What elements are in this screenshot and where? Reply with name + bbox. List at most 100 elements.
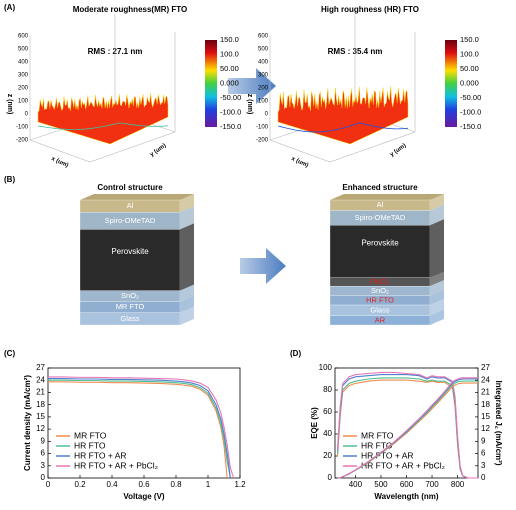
colorbar-tick-label: 100.0: [220, 49, 239, 58]
panel-label: (B): [4, 175, 15, 184]
y-axis-label: y (um): [389, 143, 407, 158]
x-tick-label: 800: [451, 480, 465, 489]
layer-label: Al: [377, 200, 384, 209]
layer-side: [430, 219, 444, 278]
series-line: [48, 378, 231, 479]
y-axis-label: Current density (mA/cm²): [23, 375, 32, 471]
x-tick-label: 1.2: [234, 480, 246, 489]
z-tick-label: 100: [258, 99, 269, 105]
x-tick-label: 0.2: [74, 480, 86, 489]
legend-label: HR FTO + AR + PbCl₂: [361, 460, 445, 470]
panel-title: High roughness (HR) FTO: [321, 5, 419, 14]
z-tick-label: 500: [18, 47, 29, 53]
layer-label: PbCl₂: [370, 277, 389, 286]
z-tick-label: 0: [265, 112, 269, 118]
layer-side: [430, 271, 444, 287]
y-axis-label: EQE (%): [310, 407, 319, 439]
z-tick-label: 600: [18, 34, 29, 40]
y-tick-label: 60: [323, 407, 332, 416]
z-axis-label: z (nm): [6, 94, 13, 115]
layer-side: [180, 206, 194, 230]
y-tick-label: 80: [323, 385, 332, 394]
z-tick-label: 100: [18, 99, 29, 105]
y2-tick-label: 21: [481, 388, 490, 397]
legend-label: MR FTO: [361, 430, 394, 440]
layer-label: Perovskite: [361, 239, 399, 248]
series-line: [337, 371, 478, 479]
layer-label: Spiro-OMeTAD: [105, 216, 156, 225]
panel-label: (A): [4, 3, 15, 12]
y-tick-label: 20: [323, 451, 332, 460]
y2-tick-label: 12: [481, 424, 490, 433]
y-tick-label: 9: [41, 436, 46, 445]
layer-side: [180, 194, 194, 213]
layer-side: [430, 204, 444, 226]
layer-side: [430, 280, 444, 296]
z-tick-label: 300: [18, 73, 29, 79]
x-tick-label: 500: [374, 480, 388, 489]
z-tick-label: 500: [258, 47, 269, 53]
layer-side: [430, 309, 444, 325]
surface: [277, 86, 409, 145]
z-tick-label: -200: [16, 138, 29, 144]
layer: [79, 229, 181, 291]
layer-label: Spiro-OMeTAD: [355, 213, 406, 222]
y2-tick-label: 27: [481, 363, 490, 372]
x-tick-label: 700: [425, 480, 439, 489]
y2-tick-label: 9: [481, 436, 486, 445]
stack-top: [80, 194, 194, 200]
x-tick-label: 600: [400, 480, 414, 489]
colorbar-tick-label: 50.00: [460, 64, 479, 73]
y-tick-label: 27: [36, 363, 45, 372]
layer-side: [180, 284, 194, 302]
series-line: [48, 376, 235, 479]
surface-edge: [37, 122, 169, 130]
z-axis-label: z (nm): [246, 94, 253, 115]
colorbar-tick-label: 100.0: [460, 49, 479, 58]
z-tick-label: -200: [256, 138, 269, 144]
y-axis-label: y (um): [149, 143, 167, 158]
surface-edge: [277, 122, 409, 133]
colorbar-tick-label: 150.0: [220, 35, 239, 44]
z-tick-label: 200: [258, 86, 269, 92]
x-tick-label: 1: [206, 480, 211, 489]
z-tick-label: -100: [256, 125, 269, 131]
layer-side: [180, 223, 194, 291]
layer-label: SnO₂: [371, 286, 389, 295]
x-axis-label: x (um): [290, 156, 309, 169]
x-tick-label: 0.4: [106, 480, 118, 489]
series-line: [48, 381, 228, 479]
layer-side: [430, 289, 444, 306]
colorbar-tick-label: 50.00: [220, 64, 239, 73]
z-tick-label: 400: [258, 60, 269, 66]
panel-title: Moderate roughness(MR) FTO: [73, 5, 188, 14]
layer-label: Glass: [370, 305, 389, 314]
series-line: [337, 377, 478, 479]
y-tick-label: 0: [41, 473, 46, 482]
z-tick-label: 600: [258, 34, 269, 40]
layer-label: MR FTO: [116, 302, 145, 311]
x-axis-label: x (um): [50, 156, 69, 169]
arrow: [228, 68, 276, 104]
series-line: [48, 379, 231, 479]
colorbar-tick-label: 0.000: [220, 78, 239, 87]
x-tick-label: 0.6: [138, 480, 150, 489]
z-tick-label: 300: [258, 73, 269, 79]
y-tick-label: 12: [36, 424, 45, 433]
layer-side: [180, 295, 194, 313]
layer-side: [180, 306, 194, 325]
colorbar: [445, 40, 457, 127]
charts: (C) 0 0.2 0.4 0.6 0.8 1 1.2 0 3 6 9 12 15 18 21 24 27 Volt…: [4, 349, 503, 501]
panel-label: (C): [4, 349, 15, 358]
panel-label: (D): [290, 349, 301, 358]
y-tick-label: 6: [41, 449, 46, 458]
y-tick-label: 18: [36, 400, 45, 409]
legend-label: HR FTO + AR + PbCl₂: [74, 460, 158, 470]
colorbar-tick-label: 150.0: [460, 35, 479, 44]
colorbar-tick-label: 0.000: [460, 78, 479, 87]
y2-tick-label: 18: [481, 400, 490, 409]
x-tick-label: 0: [46, 480, 51, 489]
y2-tick-label: 15: [481, 412, 490, 421]
